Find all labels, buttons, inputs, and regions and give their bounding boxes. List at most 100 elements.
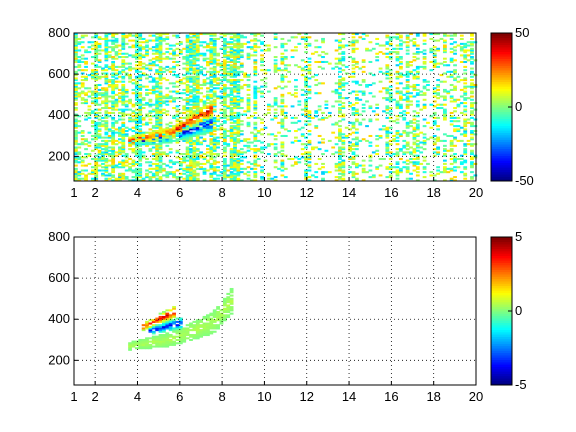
heatmap-cell	[243, 156, 248, 159]
heatmap-cell	[141, 116, 146, 119]
heatmap-cell	[189, 80, 193, 83]
heatmap-cell	[134, 340, 139, 343]
heatmap-cell	[134, 56, 139, 59]
heatmap-cell	[118, 177, 122, 180]
heatmap-cell	[229, 98, 234, 101]
heatmap-cell	[422, 98, 427, 101]
heatmap-cell	[104, 103, 109, 106]
heatmap-cell	[222, 98, 227, 101]
heatmap-cell	[307, 176, 312, 179]
heatmap-cell	[158, 125, 163, 128]
heatmap-cell	[209, 107, 214, 110]
heatmap-cell	[178, 320, 183, 323]
heatmap-cell	[216, 83, 220, 87]
heatmap-cell	[151, 143, 156, 146]
heatmap-cell	[273, 46, 278, 49]
heatmap-cell	[395, 103, 400, 106]
heatmap-cell	[182, 133, 187, 136]
heatmap-cell	[385, 34, 390, 37]
colorbar-swatch	[491, 123, 512, 126]
heatmap-cell	[155, 118, 160, 121]
heatmap-cell	[358, 113, 363, 116]
heatmap-cell	[470, 62, 474, 65]
heatmap-cell	[368, 176, 373, 179]
heatmap-cell	[422, 87, 427, 90]
heatmap-cell	[162, 320, 166, 323]
heatmap-cell	[351, 126, 356, 129]
heatmap-cell	[199, 33, 204, 36]
heatmap-cell	[209, 130, 214, 133]
heatmap-cell	[209, 134, 214, 137]
heatmap-cell	[158, 131, 163, 134]
heatmap-cell	[138, 171, 143, 174]
heatmap-cell	[145, 123, 149, 126]
heatmap-cell	[209, 103, 214, 106]
heatmap-cell	[351, 64, 356, 67]
heatmap-cell	[321, 138, 325, 141]
heatmap-cell	[236, 47, 241, 50]
heatmap-cell	[158, 74, 163, 77]
heatmap-cell	[236, 54, 241, 57]
heatmap-cell	[192, 162, 197, 165]
heatmap-cell	[118, 92, 122, 95]
heatmap-cell	[145, 169, 149, 172]
heatmap-cell	[209, 126, 214, 129]
heatmap-cell	[158, 171, 163, 174]
heatmap-cell	[246, 166, 251, 169]
heatmap-cell	[283, 167, 288, 170]
heatmap-cell	[138, 87, 143, 90]
heatmap-cell	[195, 167, 200, 170]
heatmap-cell	[101, 95, 105, 98]
heatmap-cell	[189, 103, 193, 106]
heatmap-cell	[74, 176, 78, 179]
heatmap-cell	[229, 93, 234, 96]
colorbar-swatch	[491, 164, 512, 168]
heatmap-cell	[182, 62, 187, 65]
y-tick-label: 800	[48, 229, 70, 244]
heatmap-cell	[361, 107, 366, 110]
heatmap-cell	[436, 136, 441, 139]
heatmap-cell	[415, 161, 420, 164]
heatmap-cell	[388, 69, 393, 72]
heatmap-cell	[155, 317, 160, 320]
heatmap-cell	[94, 93, 99, 96]
heatmap-cell	[442, 33, 447, 36]
heatmap-cell	[158, 327, 163, 330]
heatmap-cell	[138, 144, 143, 147]
heatmap-cell	[338, 153, 342, 156]
heatmap-cell	[162, 136, 166, 139]
heatmap-cell	[385, 149, 390, 152]
heatmap-cell	[243, 42, 248, 45]
heatmap-cell	[280, 69, 285, 72]
heatmap-cell	[405, 92, 410, 95]
heatmap-cell	[273, 143, 278, 146]
heatmap-cell	[111, 36, 116, 39]
heatmap-cell	[151, 62, 156, 65]
heatmap-cell	[233, 90, 237, 93]
heatmap-cell	[253, 54, 258, 57]
heatmap-cell	[209, 51, 214, 54]
heatmap-cell	[341, 56, 346, 59]
heatmap-cell	[253, 107, 258, 110]
heatmap-cell	[260, 34, 264, 37]
heatmap-cell	[385, 166, 390, 169]
heatmap-cell	[185, 87, 190, 90]
heatmap-cell	[470, 44, 474, 47]
heatmap-cell	[128, 128, 132, 131]
heatmap-cell	[162, 131, 166, 134]
heatmap-cell	[229, 41, 234, 44]
heatmap-cell	[195, 324, 200, 327]
heatmap-cell	[442, 116, 447, 119]
heatmap-cell	[405, 148, 410, 151]
heatmap-cell	[104, 146, 109, 149]
heatmap-cell	[229, 133, 234, 136]
heatmap-cell	[182, 337, 187, 340]
heatmap-cell	[307, 169, 312, 172]
heatmap-cell	[273, 70, 278, 73]
heatmap-cell	[104, 102, 109, 105]
heatmap-cell	[185, 110, 190, 113]
heatmap-cell	[121, 108, 126, 111]
heatmap-cell	[118, 128, 122, 131]
heatmap-cell	[236, 125, 241, 128]
heatmap-cell	[246, 93, 251, 96]
